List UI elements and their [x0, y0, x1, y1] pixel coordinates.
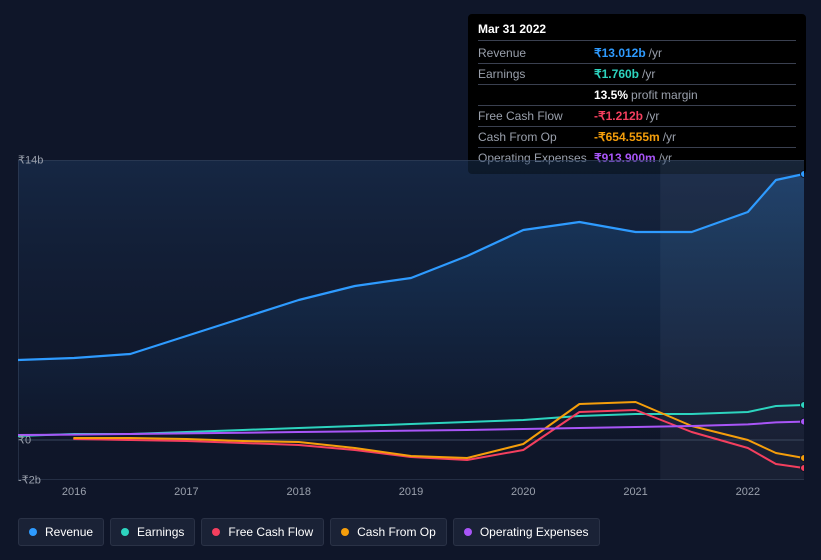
tooltip-unit: /yr	[663, 129, 676, 145]
legend-label: Free Cash Flow	[228, 525, 313, 539]
x-axis-label: 2018	[286, 486, 310, 498]
tooltip-label: Cash From Op	[478, 129, 594, 145]
legend-label: Revenue	[45, 525, 93, 539]
tooltip-row-margin: 13.5% profit margin	[478, 85, 796, 106]
legend-item-revenue[interactable]: Revenue	[18, 518, 104, 546]
legend-item-cfo[interactable]: Cash From Op	[330, 518, 447, 546]
tooltip-unit: profit margin	[631, 87, 698, 103]
legend-dot	[121, 528, 129, 536]
tooltip-unit: /yr	[646, 108, 659, 124]
tooltip-value: ₹13.012b	[594, 45, 646, 61]
x-axis-label: 2022	[736, 486, 760, 498]
legend-label: Operating Expenses	[480, 525, 589, 539]
tooltip-label: Earnings	[478, 66, 594, 82]
tooltip-value: -₹1.212b	[594, 108, 643, 124]
tooltip-row-earnings: Earnings ₹1.760b /yr	[478, 64, 796, 85]
legend-label: Earnings	[137, 525, 184, 539]
legend-dot	[29, 528, 37, 536]
tooltip-label	[478, 87, 594, 103]
tooltip-date: Mar 31 2022	[478, 22, 796, 41]
x-axis-label: 2021	[623, 486, 647, 498]
tooltip-value: 13.5%	[594, 87, 628, 103]
legend-label: Cash From Op	[357, 525, 436, 539]
x-axis-label: 2020	[511, 486, 535, 498]
tooltip-label: Free Cash Flow	[478, 108, 594, 124]
tooltip-value: -₹654.555m	[594, 129, 660, 145]
legend-dot	[341, 528, 349, 536]
legend-item-opex[interactable]: Operating Expenses	[453, 518, 600, 546]
tooltip-row-fcf: Free Cash Flow -₹1.212b /yr	[478, 106, 796, 127]
x-axis-label: 2019	[399, 486, 423, 498]
tooltip-label: Revenue	[478, 45, 594, 61]
y-axis-label: ₹0	[18, 434, 30, 447]
tooltip-unit: /yr	[642, 66, 655, 82]
x-axis-label: 2017	[174, 486, 198, 498]
y-axis-label: -₹2b	[18, 474, 30, 487]
financials-chart[interactable]: ₹14b₹0-₹2b2016201720182019202020212022	[18, 160, 804, 480]
chart-svg	[18, 160, 804, 480]
tooltip-row-cfo: Cash From Op -₹654.555m /yr	[478, 127, 796, 148]
tooltip-panel: Mar 31 2022 Revenue ₹13.012b /yr Earning…	[468, 14, 806, 174]
legend-item-earnings[interactable]: Earnings	[110, 518, 195, 546]
legend-item-fcf[interactable]: Free Cash Flow	[201, 518, 324, 546]
y-axis-label: ₹14b	[18, 154, 30, 167]
legend: Revenue Earnings Free Cash Flow Cash Fro…	[18, 518, 600, 546]
tooltip-unit: /yr	[649, 45, 662, 61]
tooltip-row-revenue: Revenue ₹13.012b /yr	[478, 43, 796, 64]
legend-dot	[212, 528, 220, 536]
legend-dot	[464, 528, 472, 536]
tooltip-value: ₹1.760b	[594, 66, 639, 82]
x-axis-label: 2016	[62, 486, 86, 498]
